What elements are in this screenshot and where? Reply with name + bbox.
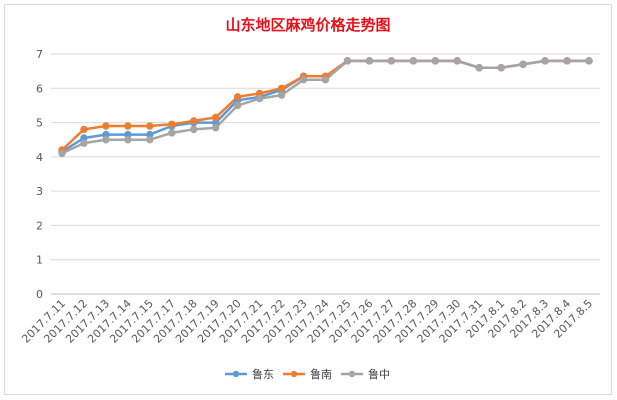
chart-title: 山东地区麻鸡价格走势图 xyxy=(225,16,390,34)
data-point xyxy=(343,57,352,65)
legend-marker xyxy=(290,370,298,378)
data-point xyxy=(365,57,374,65)
series-layer xyxy=(58,57,593,158)
y-tick-label: 4 xyxy=(36,151,43,164)
y-tick-label: 7 xyxy=(36,48,43,61)
data-point xyxy=(255,94,264,103)
y-axis-ticks: 0 1 2 3 4 5 6 7 xyxy=(36,48,43,301)
data-point xyxy=(497,64,505,72)
data-point xyxy=(277,84,286,92)
data-point xyxy=(541,57,549,65)
data-point xyxy=(102,122,110,130)
data-point xyxy=(212,113,220,122)
y-tick-label: 3 xyxy=(36,185,43,198)
data-point xyxy=(58,149,66,158)
data-point xyxy=(453,57,461,65)
y-tick-label: 1 xyxy=(36,254,43,267)
data-point xyxy=(277,91,286,99)
data-point xyxy=(168,129,176,137)
data-point xyxy=(212,124,220,132)
data-point xyxy=(321,76,330,84)
y-tick-label: 2 xyxy=(36,219,43,232)
legend-label: 鲁东 xyxy=(252,367,274,381)
data-point xyxy=(409,57,418,65)
x-axis-ticks: 2017.7.112017.7.122017.7.132017.7.142017… xyxy=(19,297,595,346)
y-tick-label: 0 xyxy=(36,288,43,301)
data-point xyxy=(563,57,571,65)
grid-lines xyxy=(51,53,600,295)
y-tick-label: 5 xyxy=(36,117,43,130)
legend: 鲁东 鲁南 鲁中 xyxy=(225,367,390,381)
data-point xyxy=(431,57,439,65)
data-point xyxy=(102,136,110,144)
chart-frame xyxy=(4,4,612,395)
data-point xyxy=(233,93,242,101)
data-point xyxy=(190,125,198,134)
data-point xyxy=(146,122,154,130)
data-point xyxy=(387,57,396,65)
data-point xyxy=(124,136,132,144)
data-point xyxy=(475,64,483,72)
legend-marker xyxy=(232,370,240,378)
data-point xyxy=(585,57,593,65)
data-point xyxy=(146,136,154,144)
data-point xyxy=(80,139,88,147)
data-point xyxy=(519,60,527,68)
data-point xyxy=(233,101,242,110)
legend-label: 鲁南 xyxy=(310,367,332,381)
y-tick-label: 6 xyxy=(36,82,43,95)
data-point xyxy=(190,117,198,125)
legend-marker xyxy=(348,370,356,378)
legend-label: 鲁中 xyxy=(368,367,390,381)
data-point xyxy=(124,122,132,130)
data-point xyxy=(168,120,176,128)
data-point xyxy=(299,76,308,84)
data-point xyxy=(80,125,88,134)
